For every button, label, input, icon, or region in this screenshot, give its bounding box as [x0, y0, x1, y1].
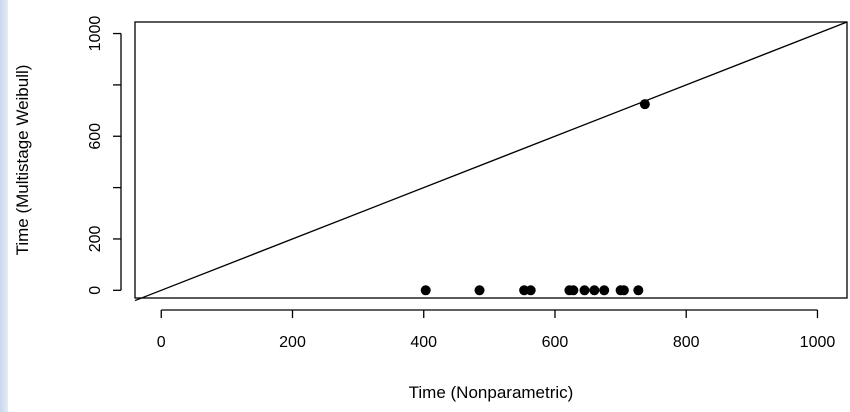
plot-frame: [134, 21, 848, 299]
data-point-11: [618, 285, 629, 296]
x-axis: 0 200 400 600 800 1000: [157, 309, 836, 351]
y-tick-label: 1000: [87, 16, 104, 52]
x-tick-label: 800: [673, 334, 700, 351]
x-tick-label: 400: [410, 334, 437, 351]
x-tick-label: 600: [542, 334, 569, 351]
y-axis-title: Time (Multistage Weibull): [13, 65, 32, 256]
points-layer: [420, 99, 650, 296]
y-tick-label: 0: [87, 286, 104, 295]
data-point-12: [633, 285, 644, 296]
data-point-1: [420, 285, 431, 296]
data-point-2: [474, 285, 485, 296]
data-point-4: [525, 285, 536, 296]
data-point-7: [579, 285, 590, 296]
data-point-9: [599, 285, 610, 296]
x-tick-label: 0: [157, 334, 166, 351]
identity-line: [134, 21, 848, 302]
x-axis-title: Time (Nonparametric): [409, 383, 574, 402]
left-edge-strip: [0, 0, 8, 412]
y-tick-label: 600: [87, 123, 104, 150]
x-tick-label: 1000: [800, 334, 836, 351]
data-point-13: [639, 99, 650, 110]
data-point-8: [589, 285, 600, 296]
x-tick-label: 200: [279, 334, 306, 351]
data-point-6: [568, 285, 579, 296]
y-tick-label: 200: [87, 226, 104, 253]
y-axis: 0 200 600 1000: [87, 16, 122, 295]
